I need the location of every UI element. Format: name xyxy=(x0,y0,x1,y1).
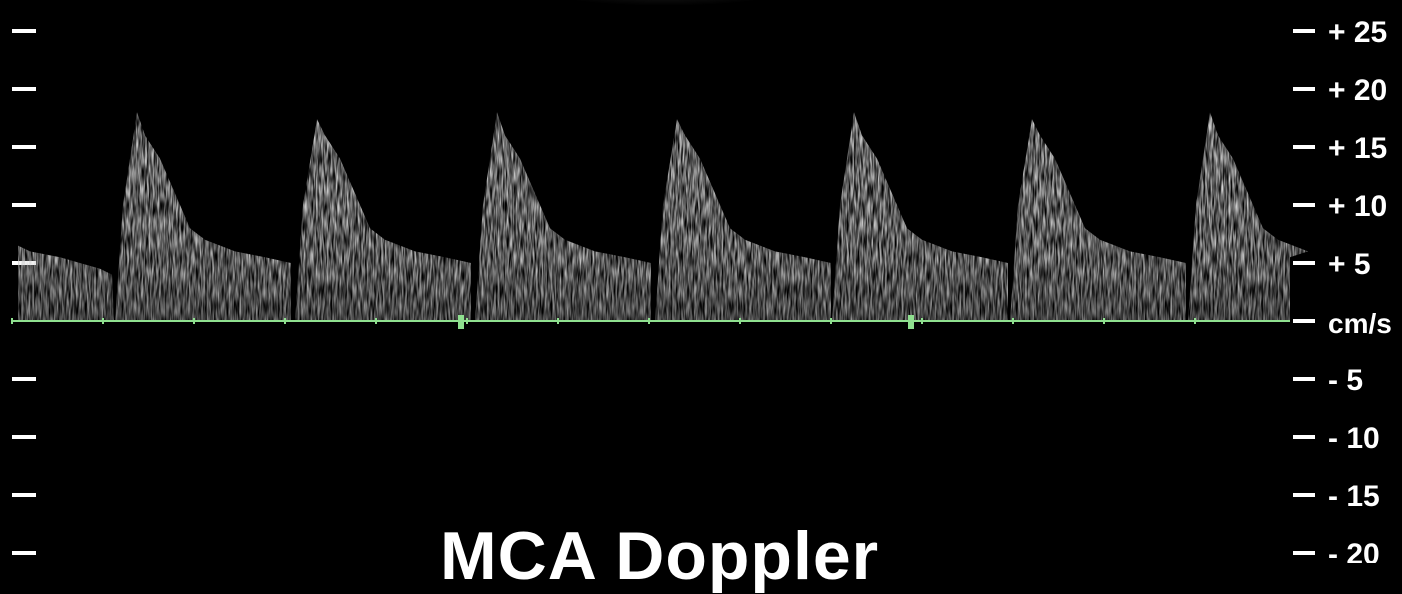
right-scale-tick xyxy=(1293,203,1315,207)
baseline-marker xyxy=(458,315,464,329)
right-scale-tick xyxy=(1293,87,1315,91)
left-scale-tick xyxy=(12,87,36,91)
left-scale-tick xyxy=(12,29,36,33)
left-scale-tick xyxy=(12,203,36,207)
left-scale-tick xyxy=(12,377,36,381)
scale-tick-label: - 20 xyxy=(1328,538,1380,563)
scale-tick-label: + 15 xyxy=(1328,132,1387,165)
right-scale-tick xyxy=(1293,145,1315,149)
scale-tick-label: - 15 xyxy=(1328,480,1380,513)
spectral-doppler-display: + 25 + 20 + 15 + 10 + 5 - 5 - 10 - 15 - 20 cm/s xyxy=(11,16,1392,563)
image-title: MCA Doppler xyxy=(440,518,880,594)
scale-tick-label: - 5 xyxy=(1328,364,1363,397)
scale-tick-label: + 25 xyxy=(1328,16,1387,49)
spectral-waveform xyxy=(18,112,1308,321)
top-edge-shape xyxy=(520,0,810,6)
doppler-spectrum xyxy=(18,112,1308,321)
left-scale-tick xyxy=(12,551,36,555)
baseline-tick xyxy=(1293,319,1315,323)
right-scale-tick xyxy=(1293,493,1315,497)
scale-tick-label: + 10 xyxy=(1328,190,1387,223)
velocity-baseline xyxy=(11,315,1290,329)
left-scale-tick xyxy=(12,145,36,149)
right-scale-tick xyxy=(1293,377,1315,381)
right-scale-tick xyxy=(1293,261,1315,265)
scale-tick-label: + 5 xyxy=(1328,248,1371,281)
velocity-scale: + 25 + 20 + 15 + 10 + 5 - 5 - 10 - 15 - 20 cm/s xyxy=(1293,16,1392,563)
doppler-screen: + 25 + 20 + 15 + 10 + 5- 5- 10- 15- 20 cm/s M… xyxy=(11,0,1392,590)
baseline-marker xyxy=(908,315,914,329)
scale-tick-label: + 20 xyxy=(1328,74,1387,107)
left-scale-tick xyxy=(12,435,36,439)
right-scale-tick xyxy=(1293,435,1315,439)
left-scale-tick xyxy=(12,493,36,497)
scale-tick-label: - 10 xyxy=(1328,422,1380,455)
velocity-unit-label: cm/s xyxy=(1328,308,1392,339)
right-scale-tick xyxy=(1293,29,1315,33)
right-scale-tick xyxy=(1293,551,1315,555)
